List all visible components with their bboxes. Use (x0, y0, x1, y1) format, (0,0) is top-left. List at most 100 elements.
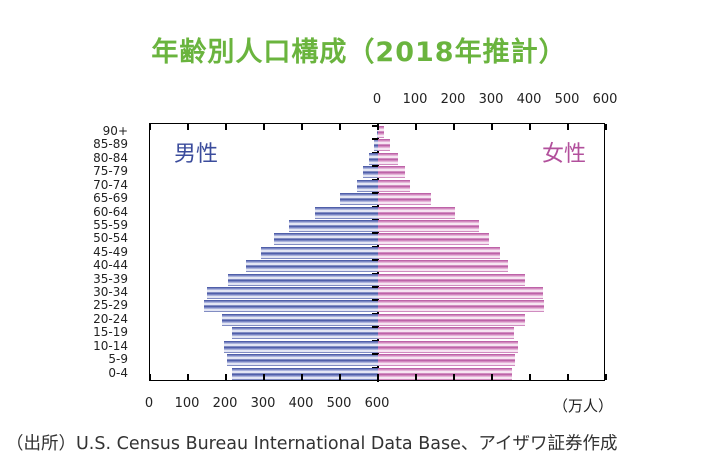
legend-female: 女性 (541, 142, 586, 167)
bottom-tick (187, 374, 189, 380)
bar-male-30-34 (206, 287, 378, 300)
age-label-25-29: 25-29 (93, 298, 128, 313)
top-tick-label: 0 (372, 92, 382, 107)
row-tick (372, 259, 378, 261)
bar-male-55-59 (288, 219, 378, 232)
age-label-65-69: 65-69 (93, 191, 128, 206)
bottom-tick-label: 400 (288, 396, 314, 411)
top-tick (225, 124, 227, 130)
bar-male-70-74 (356, 179, 378, 192)
source-note: （出所）U.S. Census Bureau International Dat… (6, 434, 618, 454)
top-tick (567, 124, 569, 130)
bottom-tick-label: 300 (250, 396, 276, 411)
row-tick (372, 192, 378, 194)
bottom-tick (263, 374, 265, 380)
top-tick-label: 100 (402, 92, 428, 107)
row-tick (372, 353, 378, 355)
bar-male-35-39 (227, 273, 378, 286)
bar-female-50-54 (378, 233, 489, 246)
bar-female-0-4 (378, 367, 512, 380)
top-tick-label: 300 (478, 92, 504, 107)
top-tick (187, 124, 189, 130)
top-tick (415, 124, 417, 130)
top-tick (377, 124, 379, 130)
bar-female-55-59 (378, 219, 479, 232)
age-label-55-59: 55-59 (93, 217, 128, 232)
bar-male-80-84 (368, 152, 378, 165)
top-tick (301, 124, 303, 130)
bar-male-75-79 (362, 166, 378, 179)
plot-area: 男性 女性 (149, 123, 607, 382)
top-tick-label: 500 (554, 92, 580, 107)
bar-male-65-69 (339, 193, 378, 206)
age-label-75-79: 75-79 (93, 164, 128, 179)
unit-label: （万人） (553, 397, 614, 415)
row-tick (372, 125, 378, 127)
bar-female-40-44 (378, 260, 508, 273)
age-label-50-54: 50-54 (93, 231, 128, 246)
bar-female-30-34 (378, 287, 543, 300)
top-tick-label: 200 (440, 92, 466, 107)
age-label-40-44: 40-44 (93, 258, 128, 273)
age-label-35-39: 35-39 (93, 271, 128, 286)
top-tick (605, 124, 607, 130)
bottom-tick (567, 374, 569, 380)
bar-female-70-74 (378, 179, 410, 192)
bottom-tick (339, 374, 341, 380)
age-label-15-19: 15-19 (93, 325, 128, 340)
top-tick-label: 600 (592, 92, 618, 107)
bottom-tick (605, 374, 607, 380)
bar-male-40-44 (245, 260, 378, 273)
row-tick (372, 299, 378, 301)
bar-male-15-19 (231, 327, 378, 340)
age-label-90+: 90+ (102, 124, 128, 138)
bar-male-0-4 (231, 367, 378, 380)
age-label-0-4: 0-4 (108, 365, 128, 380)
bar-female-65-69 (378, 193, 431, 206)
top-tick (529, 124, 531, 130)
age-label-85-89: 85-89 (93, 137, 128, 152)
row-tick (372, 339, 378, 342)
top-tick (491, 124, 493, 130)
row-tick (372, 178, 378, 181)
bar-female-25-29 (378, 300, 544, 313)
bottom-tick-label: 0 (144, 396, 154, 411)
row-tick (372, 138, 378, 140)
top-tick-label: 400 (516, 92, 542, 107)
bar-female-35-39 (378, 273, 525, 286)
legend-male: 男性 (174, 142, 219, 167)
bottom-tick-label: 100 (174, 396, 200, 411)
age-label-30-34: 30-34 (93, 285, 128, 300)
bar-female-80-84 (378, 152, 398, 165)
bottom-tick (225, 374, 227, 380)
bar-female-15-19 (378, 327, 514, 340)
bar-female-10-14 (378, 340, 518, 353)
bottom-tick (491, 374, 493, 380)
age-label-60-64: 60-64 (93, 204, 128, 219)
top-tick (149, 124, 151, 130)
bar-female-85-89 (378, 139, 390, 152)
bottom-tick (415, 374, 417, 380)
row-tick (372, 245, 378, 248)
bar-female-90+ (378, 126, 385, 138)
bar-male-25-29 (203, 300, 378, 313)
row-tick (372, 272, 378, 275)
bar-male-85-89 (373, 139, 378, 152)
bar-male-60-64 (314, 206, 378, 219)
bar-male-50-54 (273, 233, 378, 246)
row-tick (372, 286, 378, 288)
bottom-tick-label: 600 (364, 396, 390, 411)
row-tick (372, 232, 378, 234)
age-label-45-49: 45-49 (93, 244, 128, 259)
age-label-80-84: 80-84 (93, 150, 128, 165)
bottom-tick (453, 374, 455, 380)
bar-male-45-49 (260, 246, 378, 259)
age-label-10-14: 10-14 (93, 338, 128, 353)
bar-female-20-24 (378, 313, 525, 326)
bar-male-10-14 (224, 340, 378, 353)
bottom-tick (149, 374, 151, 380)
chart-title: 年齢別人口構成（2018年推計） (151, 37, 567, 68)
bar-female-5-9 (378, 354, 515, 367)
row-tick (372, 326, 378, 328)
age-label-70-74: 70-74 (93, 177, 128, 192)
